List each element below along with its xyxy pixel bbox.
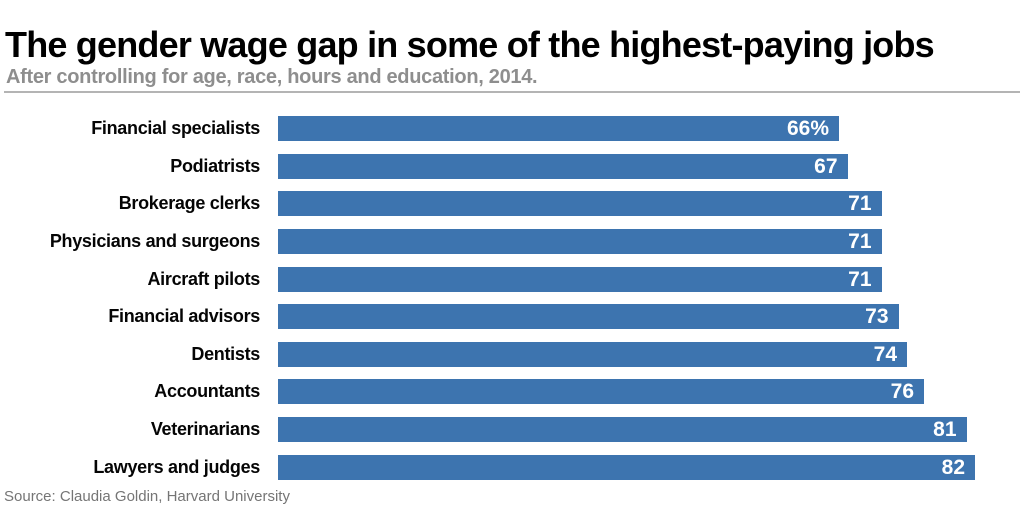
bar-chart: Financial specialists 66% Podiatrists 67 Bro… xyxy=(0,110,1024,486)
chart-row: Brokerage clerks 71 xyxy=(0,185,1024,223)
chart-row: Lawyers and judges 82 xyxy=(0,448,1024,486)
value-label: 71 xyxy=(848,192,872,216)
category-label: Veterinarians xyxy=(150,419,260,440)
bar-track: 74 xyxy=(278,341,1024,367)
bar-track: 71 xyxy=(278,229,1024,255)
bar-track: 71 xyxy=(278,191,1024,217)
bar-track: 67 xyxy=(278,153,1024,179)
value-label: 74 xyxy=(873,342,897,366)
value-label: 66% xyxy=(786,117,829,141)
chart-row: Dentists 74 xyxy=(0,336,1024,374)
category-label: Financial specialists xyxy=(91,118,260,139)
chart-row: Physicians and surgeons 71 xyxy=(0,223,1024,261)
chart-row: Financial specialists 66% xyxy=(0,110,1024,148)
bar-track: 71 xyxy=(278,266,1024,292)
category-label: Lawyers and judges xyxy=(93,456,260,477)
category-label: Podiatrists xyxy=(170,155,260,176)
bar-track: 82 xyxy=(278,454,1024,480)
bar: 73 xyxy=(278,304,899,330)
source-note: Source: Claudia Goldin, Harvard Universi… xyxy=(4,488,290,505)
value-label: 82 xyxy=(941,455,965,479)
value-label: 73 xyxy=(865,305,889,329)
bar-track: 76 xyxy=(278,379,1024,405)
chart-row: Aircraft pilots 71 xyxy=(0,260,1024,298)
bar: 67 xyxy=(278,153,848,179)
header-divider xyxy=(4,91,1020,93)
category-label: Accountants xyxy=(154,381,260,402)
bar: 71 xyxy=(278,266,882,292)
chart-row: Accountants 76 xyxy=(0,373,1024,411)
bar: 82 xyxy=(278,454,975,480)
bar: 71 xyxy=(278,229,882,255)
chart-row: Podiatrists 67 xyxy=(0,148,1024,186)
chart-row: Financial advisors 73 xyxy=(0,298,1024,336)
category-label: Brokerage clerks xyxy=(118,193,261,214)
bar: 74 xyxy=(278,341,907,367)
bar: 76 xyxy=(278,379,924,405)
category-label: Dentists xyxy=(191,343,260,364)
category-label: Aircraft pilots xyxy=(147,268,260,289)
category-label: Financial advisors xyxy=(108,306,260,327)
value-label: 71 xyxy=(848,267,872,291)
value-label: 71 xyxy=(848,230,872,254)
bar: 71 xyxy=(278,191,882,217)
value-label: 76 xyxy=(890,380,914,404)
bar: 81 xyxy=(278,417,967,443)
bar: 66% xyxy=(278,116,839,142)
bar-track: 66% xyxy=(278,116,1024,142)
category-label: Physicians and surgeons xyxy=(49,231,260,252)
chart-title: The gender wage gap in some of the highe… xyxy=(5,24,935,65)
chart-subtitle: After controlling for age, race, hours a… xyxy=(6,66,538,88)
bar-track: 73 xyxy=(278,304,1024,330)
value-label: 67 xyxy=(814,154,838,178)
chart-row: Veterinarians 81 xyxy=(0,411,1024,449)
bar-track: 81 xyxy=(278,417,1024,443)
value-label: 81 xyxy=(933,418,957,442)
